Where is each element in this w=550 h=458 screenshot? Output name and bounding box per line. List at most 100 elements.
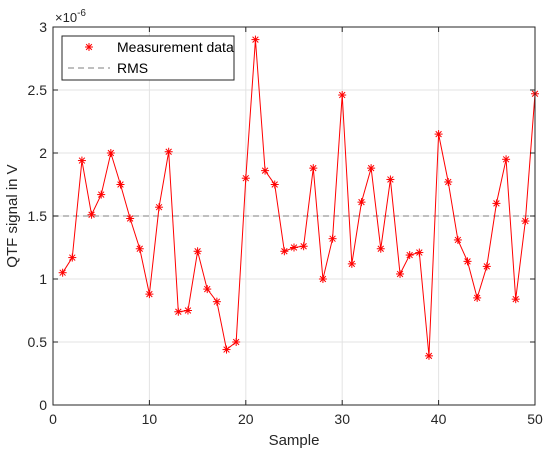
- marker-stroke: [281, 248, 288, 255]
- marker-stroke: [165, 148, 172, 155]
- y-tick-label: 1.5: [28, 208, 48, 224]
- measurement-line: [62, 39, 536, 356]
- marker-stroke: [416, 249, 423, 256]
- data-point: [116, 180, 125, 189]
- marker-stroke: [232, 338, 240, 346]
- measurement-markers: [58, 35, 539, 360]
- data-point: [347, 259, 356, 268]
- data-point: [222, 345, 231, 354]
- marker-stroke: [271, 181, 278, 188]
- data-point: [87, 210, 96, 219]
- data-point: [251, 35, 260, 44]
- marker-stroke: [213, 298, 221, 305]
- data-point: [511, 295, 520, 304]
- marker-stroke: [300, 243, 307, 250]
- data-point: [473, 293, 482, 302]
- y-exponent-power: -6: [77, 8, 86, 19]
- data-point: [106, 149, 115, 157]
- marker-stroke: [175, 308, 182, 315]
- marker-stroke: [406, 251, 413, 259]
- marker-stroke: [146, 290, 153, 298]
- data-point: [415, 248, 424, 257]
- y-axis-title: QTF signal in V: [4, 164, 21, 267]
- x-tick-label: 40: [431, 411, 447, 427]
- legend-marker-measurement: [85, 43, 93, 51]
- data-point: [126, 214, 135, 223]
- data-point: [280, 247, 289, 256]
- data-point: [338, 91, 347, 100]
- data-point: [135, 244, 144, 253]
- marker-stroke: [261, 167, 269, 174]
- marker-stroke: [204, 285, 211, 293]
- marker-stroke: [512, 295, 519, 303]
- y-tick-label: 0.5: [28, 334, 48, 350]
- data-point: [203, 285, 212, 294]
- y-tick-label: 1: [39, 271, 47, 287]
- y-ticks: 0 0.5 1 1.5 2 2.5 3: [28, 19, 535, 413]
- marker-stroke: [242, 174, 250, 182]
- data-point: [164, 147, 173, 156]
- marker-stroke: [78, 157, 86, 164]
- data-point: [328, 234, 337, 243]
- y-exponent-base: ×10: [55, 10, 77, 25]
- marker-stroke: [387, 176, 394, 183]
- y-tick-label: 2: [39, 145, 47, 161]
- legend: Measurement data RMS: [61, 35, 235, 81]
- marker-stroke: [425, 352, 433, 360]
- data-point: [183, 306, 192, 315]
- marker-stroke: [522, 217, 529, 225]
- marker-stroke: [126, 215, 134, 222]
- marker-stroke: [502, 156, 510, 163]
- marker-stroke: [445, 178, 452, 186]
- x-tick-label: 20: [238, 411, 254, 427]
- data-point: [424, 351, 433, 360]
- y-exponent-label: ×10-6: [55, 8, 86, 25]
- data-point: [145, 290, 154, 299]
- marker-stroke: [493, 200, 500, 207]
- x-tick-label: 30: [334, 411, 350, 427]
- data-point: [241, 174, 250, 183]
- y-tick-label: 3: [39, 19, 47, 35]
- marker-stroke: [338, 91, 346, 99]
- data-point: [309, 164, 318, 173]
- data-point: [453, 235, 462, 244]
- marker-stroke: [348, 260, 356, 268]
- data-point: [270, 180, 279, 189]
- marker-stroke: [88, 211, 95, 218]
- legend-box: [61, 35, 235, 81]
- data-point: [318, 275, 327, 283]
- data-point: [367, 164, 376, 173]
- marker-stroke: [319, 275, 327, 283]
- data-point: [396, 269, 405, 278]
- marker-stroke: [184, 307, 192, 314]
- marker-stroke: [290, 244, 298, 251]
- data-point: [492, 199, 501, 208]
- marker-stroke: [329, 235, 336, 242]
- marker-stroke: [194, 248, 201, 255]
- data-point: [193, 247, 202, 256]
- marker-stroke: [252, 36, 259, 43]
- data-point: [299, 242, 308, 251]
- data-point: [405, 251, 414, 260]
- y-tick-label: 2.5: [28, 82, 48, 98]
- marker-stroke: [435, 130, 442, 138]
- data-point: [502, 155, 511, 164]
- data-point: [290, 243, 298, 252]
- marker-stroke: [377, 245, 384, 252]
- data-point: [232, 338, 241, 346]
- marker-stroke: [155, 203, 163, 211]
- marker-stroke: [358, 198, 365, 206]
- data-point: [482, 262, 491, 271]
- marker-stroke: [367, 164, 375, 172]
- legend-marker-asterisk: [85, 43, 93, 51]
- legend-label-measurement: Measurement data: [117, 39, 234, 55]
- marker-stroke: [396, 270, 404, 278]
- marker-stroke: [107, 149, 115, 157]
- data-point: [68, 253, 77, 262]
- data-point: [212, 297, 221, 306]
- y-tick-label: 0: [39, 397, 47, 413]
- data-point: [174, 307, 183, 316]
- data-point: [376, 244, 385, 253]
- x-ticks: 0 10 20 30 40 50: [49, 27, 543, 427]
- data-point: [58, 268, 67, 277]
